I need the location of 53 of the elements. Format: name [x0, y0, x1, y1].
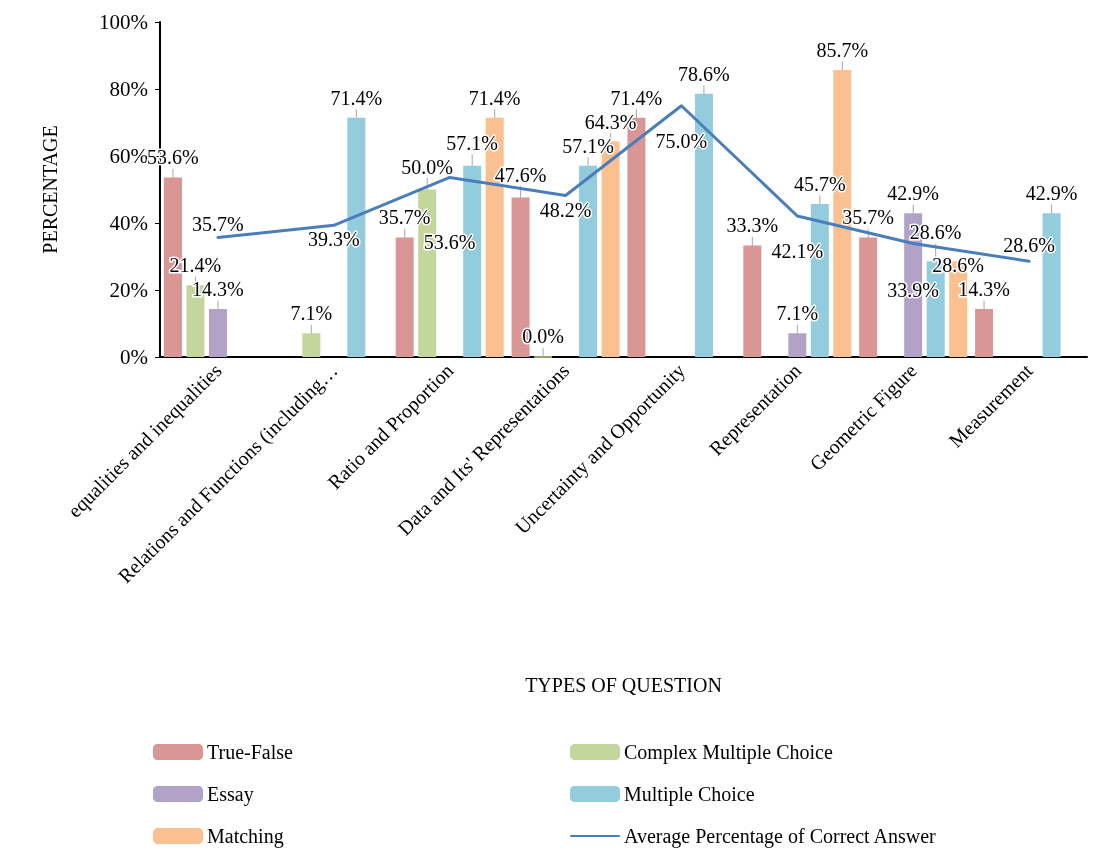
data-label: 64.3%	[584, 110, 637, 133]
data-label: 14.3%	[958, 278, 1010, 301]
data-label: 78.6%	[678, 62, 730, 85]
y-tick-label: 80%	[109, 77, 148, 101]
data-label: 33.3%	[726, 214, 779, 237]
data-label: 75.0%	[655, 129, 708, 152]
legend-label: Essay	[207, 783, 254, 806]
data-label: 57.1%	[562, 134, 614, 157]
bar	[859, 237, 878, 357]
bar	[302, 333, 321, 357]
data-label: 42.1%	[771, 239, 824, 262]
y-tick-label: 60%	[109, 144, 148, 168]
data-label: 33.9%	[887, 279, 940, 302]
y-tick-label: 20%	[109, 278, 148, 302]
bar	[788, 333, 807, 357]
y-tick-label: 100%	[99, 10, 148, 34]
data-label: 28.6%	[909, 221, 962, 244]
bar	[743, 245, 762, 357]
data-label: 42.9%	[1025, 182, 1078, 205]
data-label: 28.6%	[932, 254, 985, 277]
data-label: 71.4%	[468, 86, 521, 109]
legend-label: Matching	[207, 825, 284, 848]
data-label: 28.6%	[1003, 234, 1055, 257]
data-label: 35.7%	[842, 206, 895, 229]
data-label: 0.0%	[522, 325, 564, 348]
data-label: 7.1%	[290, 302, 333, 325]
data-label: 71.4%	[610, 86, 663, 109]
y-axis-title: PERCENTAGE	[39, 125, 61, 254]
data-label: 42.9%	[887, 182, 940, 205]
data-label: 45.7%	[793, 172, 846, 195]
bar	[975, 309, 994, 357]
y-tick-label: 0%	[120, 345, 148, 369]
data-label: 7.1%	[776, 302, 819, 325]
data-label: 14.3%	[192, 278, 244, 301]
legend-label: Complex Multiple Choice	[624, 741, 833, 764]
data-label: 85.7%	[816, 38, 869, 61]
legend-label: True-False	[207, 741, 294, 763]
data-label: 53.6%	[423, 231, 476, 254]
data-label: 47.6%	[494, 163, 547, 186]
data-label: 50.0%	[401, 155, 454, 178]
legend-label: Multiple Choice	[624, 783, 755, 806]
data-label: 39.3%	[307, 228, 360, 251]
bar	[208, 309, 227, 357]
legend-label: Average Percentage of Correct Answer	[624, 825, 937, 848]
x-axis-title: TYPES OF QUESTION	[525, 674, 722, 696]
data-label: 71.4%	[330, 86, 383, 109]
data-label: 35.7%	[192, 213, 244, 236]
data-label: 35.7%	[378, 206, 431, 229]
data-label: 57.1%	[446, 131, 499, 154]
data-label: 21.4%	[169, 254, 222, 277]
data-label: 48.2%	[539, 198, 592, 221]
bar	[395, 237, 414, 357]
y-tick-label: 40%	[109, 211, 148, 235]
